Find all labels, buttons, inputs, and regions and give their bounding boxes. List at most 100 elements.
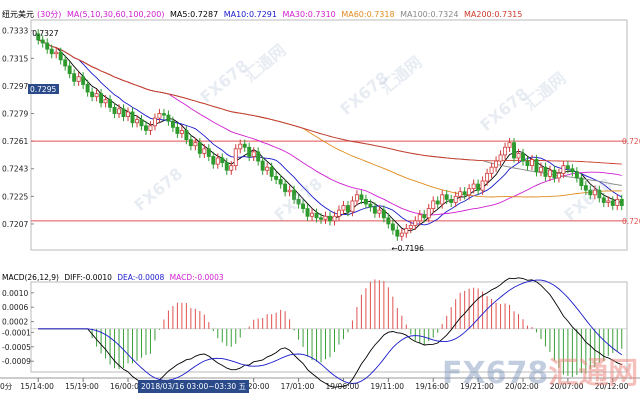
period-label: (30分) xyxy=(37,10,62,19)
price-line-label: 0.7209 xyxy=(622,217,640,226)
candle-body xyxy=(166,114,171,122)
candle-body xyxy=(408,225,413,229)
candle-body xyxy=(606,200,611,203)
candle-body xyxy=(63,59,68,67)
candle-body xyxy=(220,157,225,163)
candle-body xyxy=(552,169,557,179)
candle-body xyxy=(40,39,45,44)
x-tick-label: 16/20:00 xyxy=(236,382,270,391)
candle-body xyxy=(485,172,490,182)
candle-body xyxy=(395,229,400,237)
price-annotation: ←0.7196 xyxy=(391,244,424,253)
candle-body xyxy=(296,198,301,205)
candle-body xyxy=(530,159,534,167)
candle-body xyxy=(157,113,162,119)
x-tick-label: 20/07:00 xyxy=(550,382,584,391)
candle-body xyxy=(565,165,570,170)
candle-body xyxy=(256,151,261,162)
candle-body xyxy=(534,159,539,173)
candle-body xyxy=(197,142,202,154)
macd-y-tick-label: -0.0001 xyxy=(2,328,31,337)
candle-body xyxy=(337,209,341,217)
candle-body xyxy=(372,206,377,214)
candle-body xyxy=(503,146,508,156)
fx678-logo-latin: FX678 xyxy=(442,356,549,391)
candle-body xyxy=(274,175,279,180)
candle-body xyxy=(435,200,440,205)
candle-body xyxy=(251,151,256,157)
candle-body xyxy=(440,194,445,205)
ma-settings-label: MA(5,10,30,60,100,200) xyxy=(66,10,165,19)
price-line-label: 0.7261 xyxy=(622,137,640,146)
candle-body xyxy=(480,180,485,191)
candle-body xyxy=(314,212,319,219)
candle-body xyxy=(354,194,359,202)
candle-body xyxy=(538,166,543,173)
candle-body xyxy=(413,220,418,226)
candle-body xyxy=(422,214,427,219)
candle-body xyxy=(332,215,337,222)
symbol-name: 纽元美元 xyxy=(2,10,34,19)
candle-body xyxy=(265,166,270,171)
candle-body xyxy=(453,195,458,203)
macd-y-tick-label: 0.0006 xyxy=(2,303,28,312)
candle-body xyxy=(592,189,597,196)
candle-body xyxy=(112,107,117,114)
macd-y-tick-label: 0.0010 xyxy=(2,289,28,298)
candle-body xyxy=(242,143,247,148)
candle-body xyxy=(45,42,50,50)
candle-body xyxy=(512,142,517,159)
candle-body xyxy=(36,33,41,41)
candle-body xyxy=(350,200,355,213)
main-y-tick-label: 0.7279 xyxy=(2,110,28,119)
candle-body xyxy=(117,108,122,114)
candle-body xyxy=(404,228,409,234)
candle-body xyxy=(175,126,180,134)
candle-body xyxy=(498,154,503,162)
candle-body xyxy=(215,157,220,165)
candle-body xyxy=(233,148,238,167)
x-tick-label: 19/21:00 xyxy=(460,382,494,391)
candle-body xyxy=(556,172,561,179)
candle-body xyxy=(426,208,431,219)
candle-body xyxy=(103,99,108,104)
x-tick-label: 19/06:00 xyxy=(325,382,359,391)
candle-body xyxy=(135,119,139,124)
macd-hist-value: MACD:-0.0003 xyxy=(169,273,224,282)
fx678-logo-cn: 汇通网 xyxy=(548,356,639,391)
candle-body xyxy=(516,152,521,159)
x-tick-label: 19/16:00 xyxy=(415,382,449,391)
candle-body xyxy=(561,165,566,174)
candle-body xyxy=(444,194,449,200)
macd-y-tick-label: -0.0009 xyxy=(2,357,31,366)
candle-body xyxy=(381,209,386,219)
candle-body xyxy=(85,84,90,93)
ma100-value: MA100:0.7324 xyxy=(400,10,459,19)
ma30-value: MA30:0.7310 xyxy=(282,10,336,19)
candle-body xyxy=(363,198,368,205)
candle-body xyxy=(583,185,588,191)
candle-body xyxy=(588,189,593,196)
candle-body xyxy=(211,156,216,165)
candle-body xyxy=(148,125,153,131)
candle-body xyxy=(126,111,130,117)
candle-body xyxy=(247,146,252,157)
main-y-tick-label: 0.7243 xyxy=(2,165,28,174)
candle-body xyxy=(390,223,395,231)
main-y-tick-label: 0.7315 xyxy=(2,54,28,63)
x-tick-label: 17/01:00 xyxy=(281,382,315,391)
candle-body xyxy=(152,117,157,127)
highlight-price-label: 0.7295 xyxy=(30,85,56,94)
candle-body xyxy=(278,179,283,185)
candle-body xyxy=(417,214,422,222)
main-chart-header: 纽元美元 (30分) MA(5,10,30,60,100,200) MA5:0.7… xyxy=(2,9,525,20)
candle-body xyxy=(170,120,175,128)
price-annotation: 0.7327 xyxy=(32,29,58,38)
candle-body xyxy=(90,91,95,98)
x-tick-label: 16/00:00 xyxy=(110,382,144,391)
macd-y-tick-label: 0.0002 xyxy=(2,318,28,327)
candle-body xyxy=(54,51,59,55)
corner-label: 0分 xyxy=(0,382,13,391)
main-y-tick-label: 0.7261 xyxy=(2,137,28,146)
